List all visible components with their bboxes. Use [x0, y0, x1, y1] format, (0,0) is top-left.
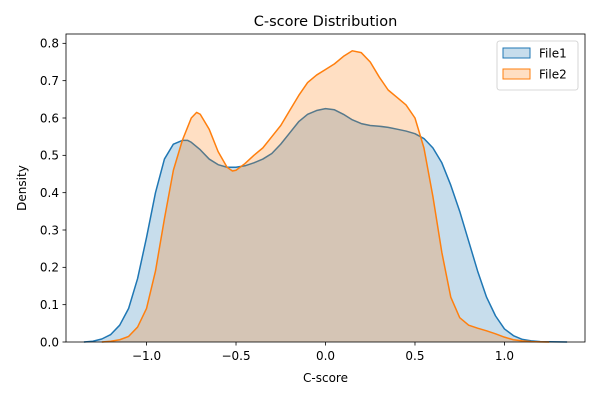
y-tick-label: 0.2 — [40, 261, 59, 275]
x-tick-label: −1.0 — [132, 349, 161, 363]
legend-box — [496, 40, 579, 91]
y-axis: 0.0 0.1 0.2 0.3 0.4 0.5 0.6 0.7 0.8 — [40, 37, 66, 349]
legend-label-file2: File2 — [539, 68, 567, 82]
series-area-file2 — [101, 50, 550, 343]
legend-swatch-file1 — [502, 47, 531, 59]
series-line-file1 — [83, 107, 568, 343]
legend-label-file1: File1 — [539, 47, 567, 61]
x-axis: −1.0 −0.5 0.0 0.5 1.0 — [132, 342, 514, 363]
legend: File1 File2 — [496, 40, 579, 91]
legend-swatch-file2 — [502, 68, 531, 80]
series-line-file2 — [101, 50, 550, 343]
x-tick-label: 1.0 — [495, 349, 514, 363]
x-tick-label: 0.0 — [316, 349, 335, 363]
series-layer — [83, 50, 568, 343]
x-axis-label: C-score — [303, 371, 348, 385]
y-tick-label: 0.8 — [40, 37, 59, 51]
y-tick-label: 0.3 — [40, 223, 59, 237]
y-tick-label: 0.4 — [40, 186, 59, 200]
y-tick-label: 0.0 — [40, 335, 59, 349]
chart-title: C-score Distribution — [254, 14, 398, 30]
y-tick-label: 0.1 — [40, 298, 59, 312]
x-tick-label: 0.5 — [405, 349, 424, 363]
y-axis-label: Density — [15, 165, 29, 211]
x-tick-label: −0.5 — [221, 349, 250, 363]
series-area-file1 — [83, 108, 568, 342]
y-tick-label: 0.7 — [40, 74, 59, 88]
y-tick-label: 0.5 — [40, 149, 59, 163]
y-tick-label: 0.6 — [40, 111, 59, 125]
